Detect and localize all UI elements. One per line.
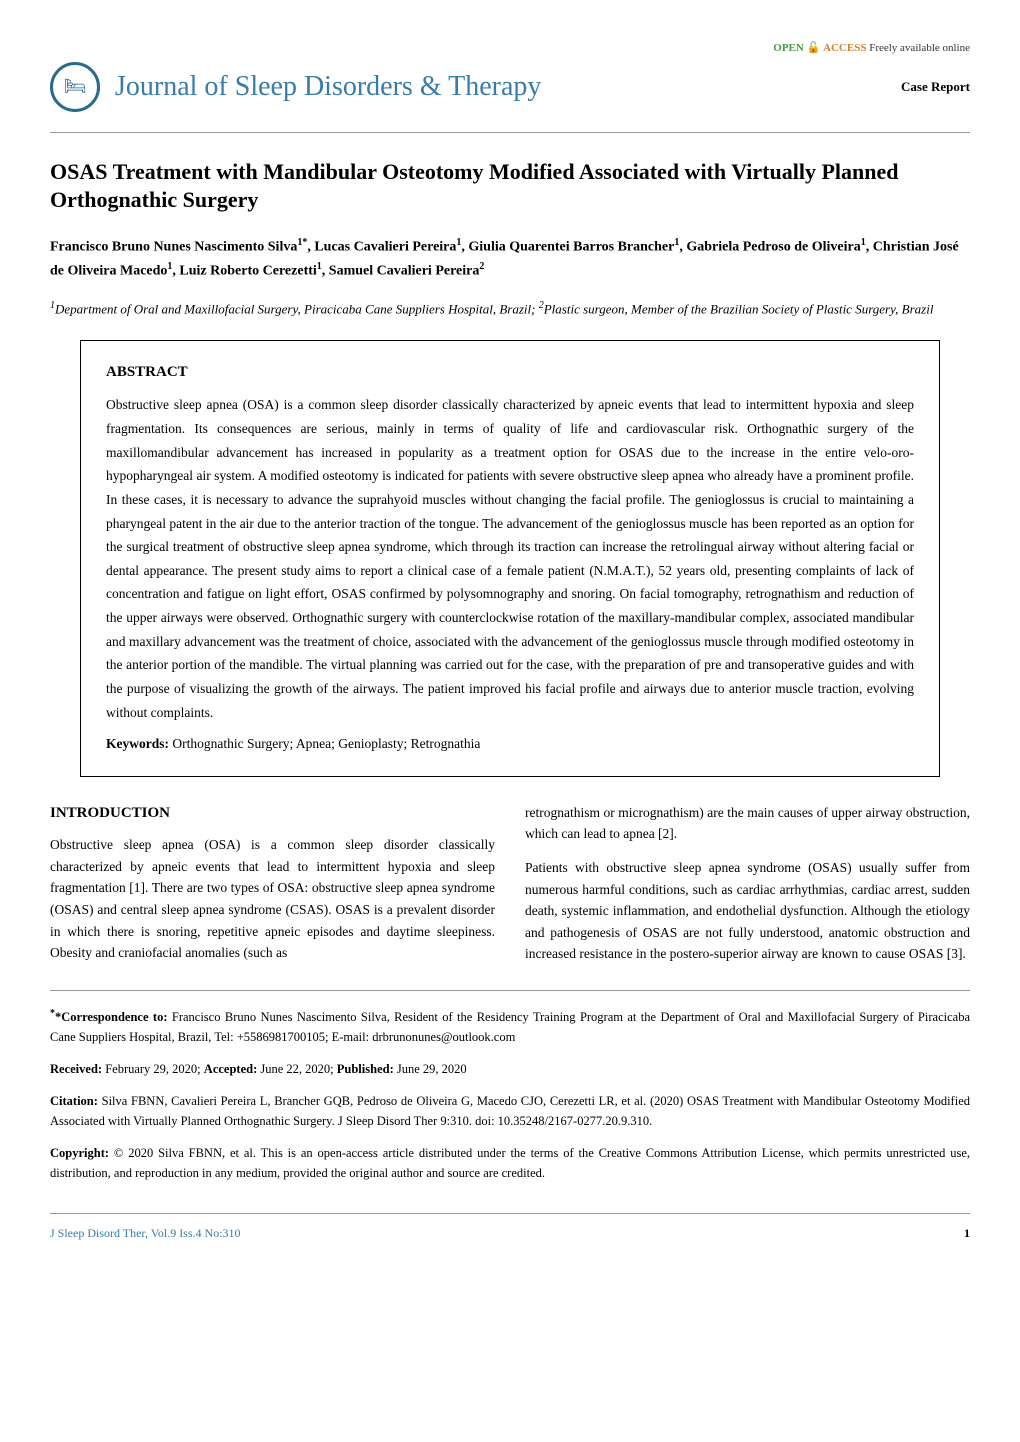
author-4: , Gabriela Pedroso de Oliveira	[679, 239, 860, 254]
correspondence-label: **Correspondence to:	[50, 1010, 167, 1024]
logo-glyph: 🛏	[64, 73, 87, 100]
article-type-label: Case Report	[901, 77, 970, 97]
introduction-heading: INTRODUCTION	[50, 802, 495, 825]
left-column: INTRODUCTION Obstructive sleep apnea (OS…	[50, 802, 495, 965]
open-text: OPEN	[773, 42, 804, 54]
citation-line: Citation: Silva FBNN, Cavalieri Pereira …	[50, 1091, 970, 1131]
correspondence-line: **Correspondence to: Francisco Bruno Nun…	[50, 1006, 970, 1047]
affiliation-2: Plastic surgeon, Member of the Brazilian…	[544, 301, 934, 316]
author-6: , Luiz Roberto Cerezetti	[172, 263, 316, 278]
published-text: June 29, 2020	[394, 1062, 467, 1076]
body-columns: INTRODUCTION Obstructive sleep apnea (OS…	[50, 802, 970, 965]
journal-footer-text: J Sleep Disord Ther, Vol.9 Iss.4 No:310	[50, 1224, 241, 1242]
author-7: , Samuel Cavalieri Pereira	[322, 263, 480, 278]
abstract-box: ABSTRACT Obstructive sleep apnea (OSA) i…	[80, 340, 940, 777]
abstract-heading: ABSTRACT	[106, 361, 914, 384]
abstract-text: Obstructive sleep apnea (OSA) is a commo…	[106, 393, 914, 724]
keywords-text: Orthognathic Surgery; Apnea; Genioplasty…	[169, 736, 480, 751]
copyright-text: © 2020 Silva FBNN, et al. This is an ope…	[50, 1146, 970, 1180]
freely-available-text: Freely available online	[869, 42, 970, 54]
article-footer: **Correspondence to: Francisco Bruno Nun…	[50, 990, 970, 1183]
journal-logo-icon: 🛏	[50, 62, 100, 112]
article-title: OSAS Treatment with Mandibular Osteotomy…	[50, 158, 970, 215]
right-column: retrognathism or micrognathism) are the …	[525, 802, 970, 965]
page-footer: J Sleep Disord Ther, Vol.9 Iss.4 No:310 …	[50, 1213, 970, 1242]
copyright-label: Copyright:	[50, 1146, 109, 1160]
affiliations-block: 1Department of Oral and Maxillofacial Su…	[50, 298, 970, 320]
keywords-line: Keywords: Orthognathic Surgery; Apnea; G…	[106, 732, 914, 756]
author-7-sup: 2	[479, 261, 484, 272]
access-text: ACCESS	[823, 42, 866, 54]
journal-title: Journal of Sleep Disorders & Therapy	[115, 66, 541, 108]
correspondence-label-text: *Correspondence to:	[55, 1010, 167, 1024]
accepted-text: June 22, 2020;	[257, 1062, 337, 1076]
open-access-label: OPEN 🔓 ACCESS Freely available online	[773, 40, 970, 57]
author-3: , Giulia Quarentei Barros Brancher	[461, 239, 674, 254]
accepted-label: Accepted:	[204, 1062, 257, 1076]
header-divider	[50, 132, 970, 133]
correspondence-text: Francisco Bruno Nunes Nascimento Silva, …	[50, 1010, 970, 1044]
author-1: Francisco Bruno Nunes Nascimento Silva	[50, 239, 297, 254]
author-2: , Lucas Cavalieri Pereira	[307, 239, 456, 254]
introduction-col2b: Patients with obstructive sleep apnea sy…	[525, 857, 970, 965]
dates-line: Received: February 29, 2020; Accepted: J…	[50, 1059, 970, 1079]
received-text: February 29, 2020;	[102, 1062, 204, 1076]
received-label: Received:	[50, 1062, 102, 1076]
copyright-line: Copyright: © 2020 Silva FBNN, et al. Thi…	[50, 1143, 970, 1183]
affiliation-1: Department of Oral and Maxillofacial Sur…	[55, 301, 539, 316]
unlock-icon: 🔓	[807, 42, 821, 54]
introduction-col2a: retrognathism or micrognathism) are the …	[525, 802, 970, 845]
journal-header: 🛏 Journal of Sleep Disorders & Therapy C…	[50, 62, 970, 112]
header-bar: OPEN 🔓 ACCESS Freely available online	[50, 40, 970, 57]
author-1-sup: 1*	[297, 237, 307, 248]
introduction-col1: Obstructive sleep apnea (OSA) is a commo…	[50, 834, 495, 964]
published-label: Published:	[337, 1062, 394, 1076]
page-number: 1	[964, 1224, 970, 1242]
citation-text: Silva FBNN, Cavalieri Pereira L, Branche…	[50, 1094, 970, 1128]
authors-block: Francisco Bruno Nunes Nascimento Silva1*…	[50, 235, 970, 283]
citation-label: Citation:	[50, 1094, 98, 1108]
keywords-label: Keywords:	[106, 736, 169, 751]
